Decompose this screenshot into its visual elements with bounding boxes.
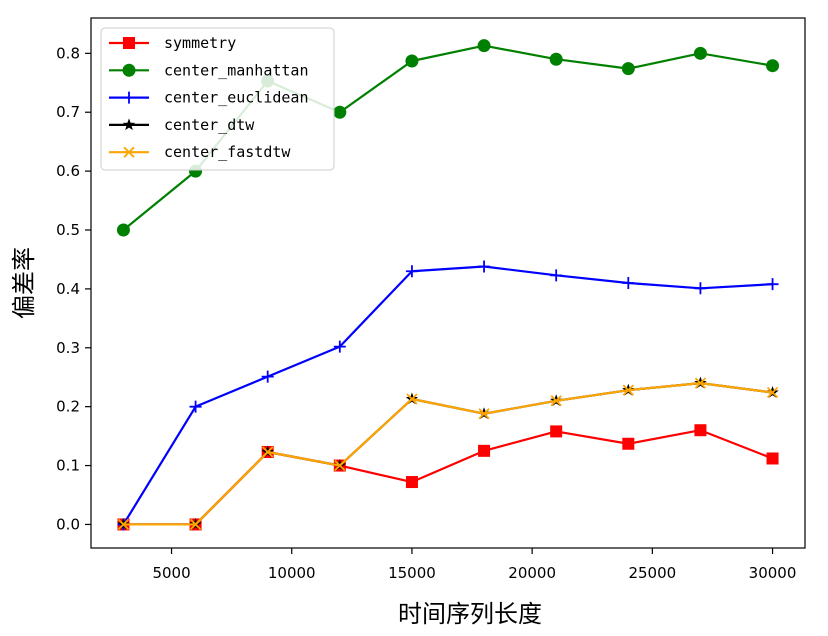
legend: symmetry center_manhattan center_euclidean… (100, 27, 335, 171)
legend-label: center_euclidean (164, 89, 309, 107)
data-point-center_fastdtw-9 (766, 386, 779, 399)
x-axis-label: 时间序列长度 (398, 600, 542, 628)
data-point-center_fastdtw-3 (334, 459, 346, 472)
data-point-center_fastdtw-6 (550, 395, 562, 407)
data-point-center_fastdtw-5 (478, 408, 490, 420)
y-tick-label: 0.2 (56, 398, 80, 416)
series-center_dtw (117, 376, 779, 530)
data-point-center_euclidean-8 (694, 282, 707, 295)
legend-label: center_fastdtw (164, 143, 291, 161)
data-point-center_euclidean-2 (261, 370, 274, 383)
legend-label: center_dtw (164, 116, 255, 134)
data-point-center_euclidean-6 (550, 269, 563, 282)
legend-marker (122, 118, 136, 131)
data-point-center_fastdtw-2 (262, 446, 274, 458)
series-line-center_euclidean (122, 265, 773, 526)
legend-marker (123, 91, 135, 104)
legend-marker (123, 37, 135, 49)
data-point-center_fastdtw-8 (694, 377, 707, 389)
data-point-symmetry-7 (622, 437, 635, 450)
x-tick-label: 25000 (628, 564, 676, 582)
x-tick-label: 15000 (388, 564, 436, 582)
series-line-symmetry (123, 429, 773, 526)
data-point-center_manhattan-8 (693, 46, 707, 60)
data-point-center_euclidean-3 (333, 340, 346, 353)
x-tick-label: 20000 (508, 564, 556, 582)
data-point-center_euclidean-5 (478, 260, 491, 273)
legend-item-center_dtw: center_dtw (109, 116, 255, 134)
data-point-center_manhattan-3 (333, 105, 347, 119)
x-tick-label: 10000 (268, 564, 316, 582)
y-tick-label: 0.0 (56, 515, 80, 533)
legend-label: symmetry (164, 34, 236, 52)
series-symmetry (117, 424, 779, 531)
plot-frame (90, 17, 806, 549)
data-point-center_fastdtw-7 (622, 384, 634, 396)
data-point-center_euclidean-4 (405, 265, 418, 278)
data-point-center_fastdtw-4 (406, 393, 418, 405)
data-point-symmetry-4 (405, 476, 418, 489)
series-line-center_dtw (123, 382, 773, 526)
legend-marker (123, 146, 135, 158)
x-tick-label: 5000 (152, 564, 190, 582)
y-tick-label: 0.4 (56, 280, 80, 298)
data-point-center_fastdtw-0 (117, 518, 130, 531)
y-tick-label: 0.6 (56, 162, 80, 180)
data-point-center_euclidean-7 (622, 277, 635, 289)
data-point-center_euclidean-9 (766, 278, 779, 291)
axes: 5000 10000 15000 20000 25000 30000 0.0 0.1 0.2 0.… (56, 17, 806, 582)
series-center_euclidean (117, 260, 779, 531)
data-point-center_manhattan-5 (477, 39, 491, 53)
legend-marker (122, 63, 136, 77)
data-point-center_fastdtw-1 (189, 518, 202, 531)
x-tick-label: 30000 (749, 564, 797, 582)
y-tick-label: 0.3 (56, 339, 80, 357)
y-tick-label: 0.5 (56, 221, 80, 239)
data-point-symmetry-9 (766, 452, 779, 465)
legend-box (100, 27, 335, 171)
legend-label: center_manhattan (164, 61, 309, 79)
legend-item-symmetry: symmetry (109, 34, 236, 52)
y-tick-label: 0.7 (56, 103, 80, 121)
data-point-center_manhattan-0 (116, 223, 130, 237)
data-point-symmetry-6 (550, 425, 563, 438)
data-point-center_manhattan-4 (405, 54, 419, 68)
data-point-symmetry-8 (694, 424, 707, 437)
y-tick-label: 0.1 (56, 457, 80, 475)
data-point-symmetry-5 (478, 444, 491, 457)
legend-item-center_fastdtw: center_fastdtw (109, 143, 291, 161)
series-line-center_fastdtw (123, 382, 773, 526)
y-tick-label: 0.8 (56, 44, 80, 62)
y-axis-label: 偏差率 (10, 247, 38, 319)
data-point-center_manhattan-6 (549, 52, 563, 66)
data-point-center_euclidean-1 (189, 400, 202, 413)
series-center_fastdtw (117, 377, 779, 531)
data-point-center_manhattan-7 (621, 62, 635, 76)
legend-item-center_manhattan: center_manhattan (109, 61, 309, 79)
legend-item-center_euclidean: center_euclidean (109, 89, 309, 107)
data-point-center_manhattan-9 (766, 59, 780, 73)
